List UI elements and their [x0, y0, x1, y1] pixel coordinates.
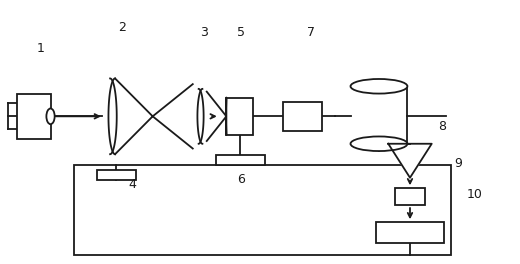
Ellipse shape [350, 79, 407, 93]
Text: 3: 3 [201, 26, 209, 39]
Bar [97, 170, 136, 180]
Text: 7: 7 [307, 26, 315, 39]
Text: 1: 1 [36, 42, 44, 55]
Polygon shape [109, 78, 116, 154]
Polygon shape [198, 89, 204, 144]
Text: 5: 5 [237, 26, 245, 39]
Ellipse shape [46, 109, 55, 124]
Bar [74, 165, 451, 255]
Text: 9: 9 [454, 157, 462, 170]
Ellipse shape [350, 136, 407, 151]
Text: 2: 2 [118, 21, 126, 34]
Polygon shape [388, 144, 432, 178]
Bar [376, 222, 444, 243]
Text: 10: 10 [467, 188, 483, 201]
Bar [226, 97, 253, 135]
Text: 8: 8 [438, 120, 447, 133]
Bar [283, 102, 322, 131]
Text: 6: 6 [237, 172, 244, 186]
Bar [17, 94, 50, 139]
Bar [216, 155, 265, 165]
Text: 4: 4 [128, 178, 136, 191]
Bar [395, 188, 425, 205]
